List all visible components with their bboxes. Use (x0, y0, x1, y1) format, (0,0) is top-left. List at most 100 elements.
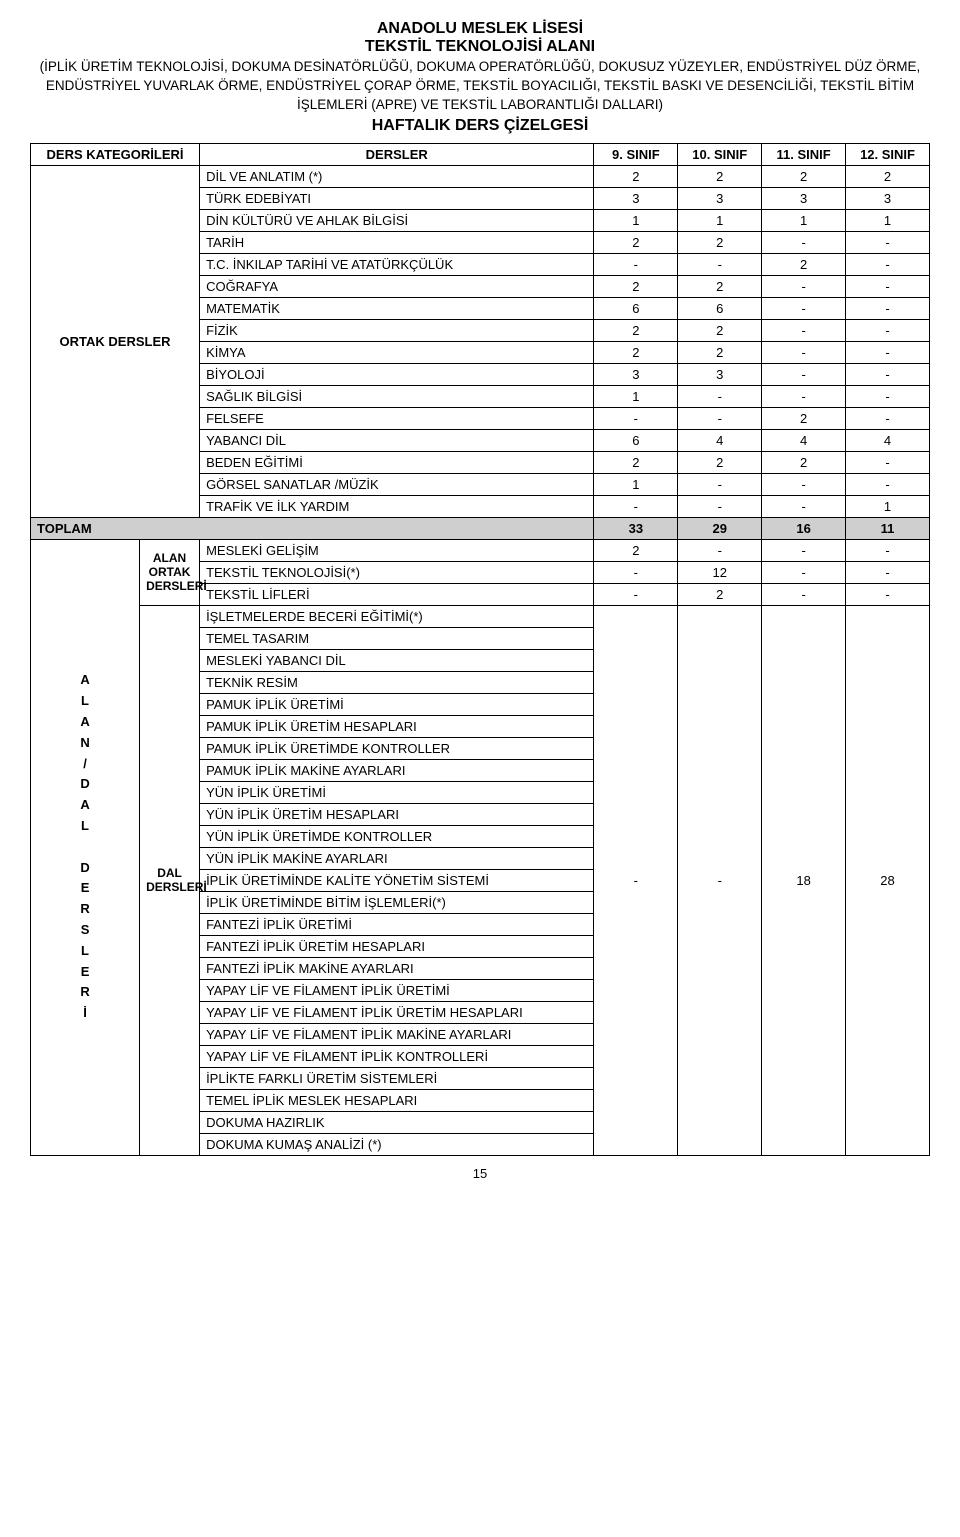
grade-value: 3 (594, 363, 678, 385)
subtitle-paren: (İPLİK ÜRETİM TEKNOLOJİSİ, DOKUMA DESİNA… (30, 58, 930, 115)
course-name: GÖRSEL SANATLAR /MÜZİK (200, 473, 594, 495)
grade-value: - (678, 385, 762, 407)
grade-value: 3 (846, 187, 930, 209)
document-header: ANADOLU MESLEK LİSESİ TEKSTİL TEKNOLOJİS… (30, 20, 930, 135)
grade-value: - (762, 495, 846, 517)
col-g11: 11. SINIF (762, 143, 846, 165)
course-name: T.C. İNKILAP TARİHİ VE ATATÜRKÇÜLÜK (200, 253, 594, 275)
course-name: DOKUMA HAZIRLIK (200, 1111, 594, 1133)
grade-value-merged: 28 (846, 605, 930, 1155)
grade-value: 2 (678, 231, 762, 253)
grade-value: 2 (846, 165, 930, 187)
table-row: ORTAK DERSLERDİL VE ANLATIM (*)2222 (31, 165, 930, 187)
course-name: TEKNİK RESİM (200, 671, 594, 693)
course-name: TRAFİK VE İLK YARDIM (200, 495, 594, 517)
grade-value: - (762, 341, 846, 363)
grade-value: 2 (678, 319, 762, 341)
course-name: BİYOLOJİ (200, 363, 594, 385)
category-alan-dal: ALAN/DAL DERSLERİ (31, 539, 140, 1155)
grade-value: 6 (594, 429, 678, 451)
grade-value: - (762, 297, 846, 319)
subcategory-alan-ortak: ALAN ORTAK DERSLERİ (140, 539, 200, 605)
grade-value: 2 (762, 451, 846, 473)
subtitle: TEKSTİL TEKNOLOJİSİ ALANI (30, 38, 930, 56)
col-category: DERS KATEGORİLERİ (31, 143, 200, 165)
grade-value: 12 (678, 561, 762, 583)
grade-value: 6 (678, 297, 762, 319)
grade-value: - (594, 407, 678, 429)
course-name: COĞRAFYA (200, 275, 594, 297)
course-name: TARİH (200, 231, 594, 253)
title: ANADOLU MESLEK LİSESİ (30, 20, 930, 38)
course-name: YÜN İPLİK ÜRETİMİ (200, 781, 594, 803)
grade-value: - (762, 473, 846, 495)
course-name: BEDEN EĞİTİMİ (200, 451, 594, 473)
grade-value: 1 (594, 385, 678, 407)
grade-value: 2 (762, 253, 846, 275)
category-ortak: ORTAK DERSLER (31, 165, 200, 517)
col-g12: 12. SINIF (846, 143, 930, 165)
grade-value: 3 (762, 187, 846, 209)
grade-value: - (594, 583, 678, 605)
course-name: TEKSTİL LİFLERİ (200, 583, 594, 605)
course-name: PAMUK İPLİK MAKİNE AYARLARI (200, 759, 594, 781)
course-name: PAMUK İPLİK ÜRETİM HESAPLARI (200, 715, 594, 737)
grade-value: 1 (762, 209, 846, 231)
course-name: YAPAY LİF VE FİLAMENT İPLİK KONTROLLERİ (200, 1045, 594, 1067)
col-courses: DERSLER (200, 143, 594, 165)
total-row: TOPLAM33291611 (31, 517, 930, 539)
grade-value: 4 (846, 429, 930, 451)
grade-value: 2 (678, 165, 762, 187)
course-name: İPLİK ÜRETİMİNDE BİTİM İŞLEMLERİ(*) (200, 891, 594, 913)
course-name: KİMYA (200, 341, 594, 363)
grade-value: - (846, 253, 930, 275)
grade-value: 4 (678, 429, 762, 451)
course-name: İŞLETMELERDE BECERİ EĞİTİMİ(*) (200, 605, 594, 627)
grade-value: - (762, 583, 846, 605)
page-number: 15 (30, 1166, 930, 1181)
total-label: TOPLAM (31, 517, 594, 539)
course-name: TEKSTİL TEKNOLOJİSİ(*) (200, 561, 594, 583)
grade-value: 2 (594, 539, 678, 561)
grade-value: - (846, 473, 930, 495)
grade-value-merged: - (678, 605, 762, 1155)
total-value: 33 (594, 517, 678, 539)
course-name: MESLEKİ GELİŞİM (200, 539, 594, 561)
grade-value: 2 (594, 319, 678, 341)
grade-value: - (846, 561, 930, 583)
course-name: YÜN İPLİK MAKİNE AYARLARI (200, 847, 594, 869)
course-name: PAMUK İPLİK ÜRETİMDE KONTROLLER (200, 737, 594, 759)
course-name: DİL VE ANLATIM (*) (200, 165, 594, 187)
grade-value-merged: 18 (762, 605, 846, 1155)
course-name: İPLİKTE FARKLI ÜRETİM SİSTEMLERİ (200, 1067, 594, 1089)
grade-value: 3 (678, 363, 762, 385)
grade-value: - (846, 385, 930, 407)
grade-value: - (846, 297, 930, 319)
grade-value: - (846, 363, 930, 385)
course-name: YABANCI DİL (200, 429, 594, 451)
grade-value: - (762, 561, 846, 583)
grade-value: 2 (594, 165, 678, 187)
course-name: YAPAY LİF VE FİLAMENT İPLİK ÜRETİMİ (200, 979, 594, 1001)
grade-value: - (846, 341, 930, 363)
course-name: TEMEL İPLİK MESLEK HESAPLARI (200, 1089, 594, 1111)
schedule-table: DERS KATEGORİLERİ DERSLER 9. SINIF 10. S… (30, 143, 930, 1156)
grade-value: - (846, 407, 930, 429)
grade-value: - (846, 275, 930, 297)
grade-value: 3 (678, 187, 762, 209)
course-name: TÜRK EDEBİYATI (200, 187, 594, 209)
col-g9: 9. SINIF (594, 143, 678, 165)
grade-value: - (594, 253, 678, 275)
section-heading: HAFTALIK DERS ÇİZELGESİ (30, 117, 930, 135)
grade-value: 2 (594, 451, 678, 473)
grade-value: - (846, 539, 930, 561)
course-name: TEMEL TASARIM (200, 627, 594, 649)
course-name: YAPAY LİF VE FİLAMENT İPLİK MAKİNE AYARL… (200, 1023, 594, 1045)
grade-value-merged: - (594, 605, 678, 1155)
grade-value: - (762, 539, 846, 561)
grade-value: 2 (678, 451, 762, 473)
course-name: MATEMATİK (200, 297, 594, 319)
grade-value: - (762, 385, 846, 407)
table-row: DAL DERSLERİİŞLETMELERDE BECERİ EĞİTİMİ(… (31, 605, 930, 627)
course-name: MESLEKİ YABANCI DİL (200, 649, 594, 671)
